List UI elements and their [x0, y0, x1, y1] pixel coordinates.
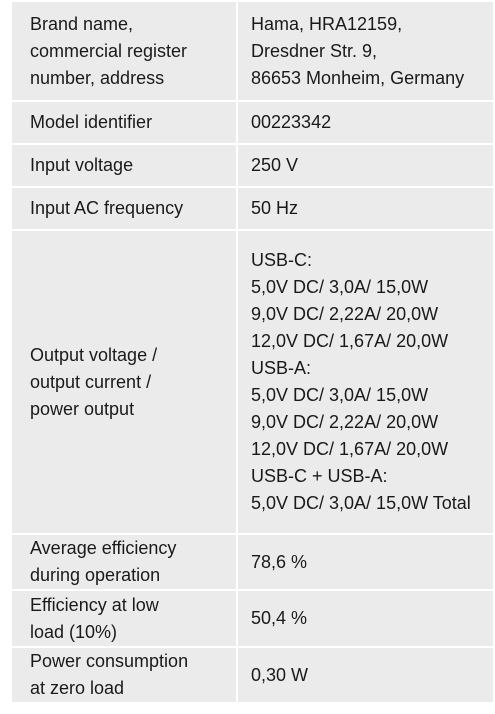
model-label: Model identifier	[30, 112, 153, 132]
row-label-cell: Output voltage / output current / power …	[10, 229, 238, 535]
row-label-cell: Efficiency at low load (10%)	[10, 589, 238, 648]
row-label-cell: Input AC frequency	[10, 186, 238, 231]
input-frequency-label: Input AC frequency	[30, 198, 184, 218]
brand-label: Brand name, commercial register number, …	[30, 13, 188, 88]
row-label-cell: Average efficiency during operation	[10, 533, 238, 591]
row-label-cell: Input voltage	[10, 143, 238, 188]
table-row: Brand name, commercial register number, …	[10, 0, 495, 102]
row-value-cell: 0,30 W	[236, 646, 495, 704]
table-row: Average efficiency during operation 78,6…	[10, 533, 495, 591]
low-load-efficiency-label: Efficiency at low load (10%)	[30, 594, 159, 642]
row-value-cell: 50,4 %	[236, 589, 495, 648]
row-label-cell: Model identifier	[10, 100, 238, 145]
table-row: Output voltage / output current / power …	[10, 229, 495, 535]
output-value: USB-C: 5,0V DC/ 3,0A/ 15,0W 9,0V DC/ 2,2…	[251, 250, 471, 513]
average-efficiency-label: Average efficiency during operation	[30, 538, 177, 585]
input-voltage-label: Input voltage	[30, 155, 134, 175]
spec-table: Brand name, commercial register number, …	[10, 0, 495, 704]
table-row: Input AC frequency 50 Hz	[10, 186, 495, 231]
brand-value: Hama, HRA12159, Dresdner Str. 9, 86653 M…	[251, 13, 465, 88]
row-value-cell: 00223342	[236, 100, 495, 145]
table-row: Model identifier 00223342	[10, 100, 495, 145]
zero-load-consumption-label: Power consumption at zero load	[30, 651, 189, 698]
row-label-cell: Brand name, commercial register number, …	[10, 0, 238, 102]
average-efficiency-value: 78,6 %	[251, 551, 308, 572]
table-row: Power consumption at zero load 0,30 W	[10, 646, 495, 704]
output-label: Output voltage / output current / power …	[30, 344, 158, 419]
table-row: Input voltage 250 V	[10, 143, 495, 188]
input-voltage-value: 250 V	[251, 155, 299, 175]
low-load-efficiency-value: 50,4 %	[251, 608, 308, 628]
row-value-cell: 250 V	[236, 143, 495, 188]
row-value-cell: Hama, HRA12159, Dresdner Str. 9, 86653 M…	[236, 0, 495, 102]
row-value-cell: USB-C: 5,0V DC/ 3,0A/ 15,0W 9,0V DC/ 2,2…	[236, 229, 495, 535]
row-value-cell: 50 Hz	[236, 186, 495, 231]
model-value: 00223342	[251, 112, 332, 132]
table-row: Efficiency at low load (10%) 50,4 %	[10, 589, 495, 648]
zero-load-consumption-value: 0,30 W	[251, 664, 309, 685]
row-value-cell: 78,6 %	[236, 533, 495, 591]
input-frequency-value: 50 Hz	[251, 198, 299, 218]
row-label-cell: Power consumption at zero load	[10, 646, 238, 704]
